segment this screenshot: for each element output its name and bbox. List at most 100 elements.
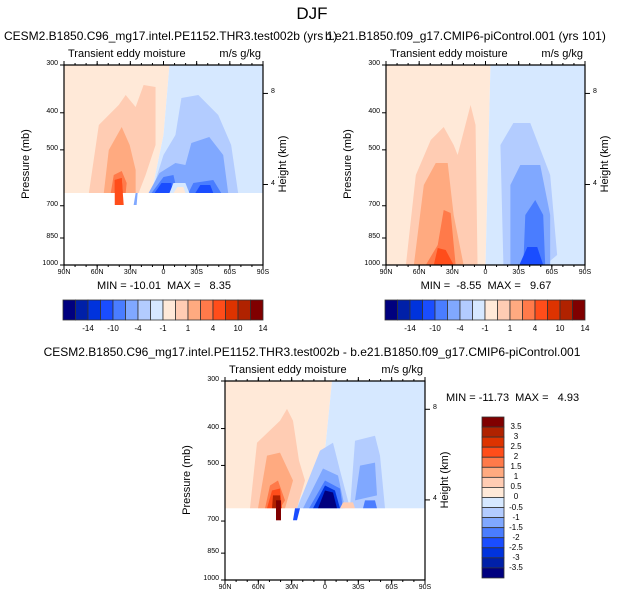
panel-1-title: CESM2.B1850.C96_mg17.intel.PE1152.THR3.t…	[4, 29, 338, 43]
min-max-stats: MIN = -11.73 MAX = 4.93	[446, 392, 580, 404]
height-axis-label: Height (km)	[439, 451, 451, 508]
y-tick-label: 400	[46, 107, 58, 115]
x-tick-label: 0	[161, 269, 166, 276]
contour-fill	[154, 183, 173, 193]
x-tick-label: 90N	[379, 269, 393, 276]
x-tick-label: 30N	[445, 269, 459, 276]
colorbar-box	[481, 547, 505, 559]
y-tick-label: 700	[46, 200, 58, 208]
contour-fill	[114, 178, 124, 205]
colorbar-box	[481, 557, 505, 569]
y-tick-label: 300	[207, 376, 219, 383]
x-tick-label: 90N	[218, 584, 232, 591]
colorbar-label: -1.5	[509, 522, 523, 532]
colorbar-label: 0.5	[510, 482, 522, 492]
y-tick-label: 300	[368, 60, 380, 67]
colorbar-box	[200, 299, 214, 321]
x-tick-label: 30N	[285, 584, 299, 591]
colorbar-label: 2	[513, 452, 519, 462]
contour-fill	[340, 502, 355, 509]
colorbar-box	[481, 446, 505, 458]
contour-fill	[293, 508, 300, 521]
x-tick-label: 60S	[385, 584, 398, 591]
colorbar-box	[187, 299, 201, 321]
colorbar-2	[384, 299, 586, 321]
colorbar-label: 3	[513, 432, 519, 442]
colorbar-label: 2.5	[510, 442, 522, 452]
colorbar-label: -4	[134, 324, 142, 333]
x-tick-label: 30S	[190, 269, 203, 276]
colorbar-box	[481, 567, 505, 579]
colorbar-box	[481, 537, 505, 549]
height-axis-label: Height (km)	[277, 135, 289, 193]
colorbar-box	[162, 299, 176, 321]
colorbar-box	[572, 299, 586, 321]
y-tick-label: 500	[46, 144, 58, 152]
colorbar-box	[481, 426, 505, 438]
colorbar-box	[481, 436, 505, 448]
y-tick-label: 400	[207, 423, 219, 431]
left-string: Transient eddy moisture	[229, 364, 347, 376]
x-tick-label: 0	[323, 584, 327, 591]
colorbar-label: 14	[580, 324, 590, 333]
colorbar-label: 10	[555, 324, 565, 333]
contour-fill	[433, 248, 454, 265]
contour-fill	[519, 247, 544, 265]
colorbar-label: 1	[507, 324, 513, 333]
colorbar-box	[237, 299, 251, 321]
colorbar-box	[175, 299, 189, 321]
colorbar-box	[481, 527, 505, 539]
x-tick-label: 90S	[418, 584, 432, 591]
y-tick-label: 850	[368, 233, 380, 240]
y-tick-label: 1000	[42, 260, 58, 267]
colorbar-box	[75, 299, 89, 321]
colorbar-label: -3.5	[509, 562, 523, 572]
x-tick-label: 60S	[223, 269, 237, 276]
y-right-tick-label: 4	[593, 179, 597, 187]
y-tick-label: 300	[46, 60, 58, 67]
colorbar-box	[481, 517, 505, 529]
colorbar-label: -1	[512, 512, 520, 522]
colorbar-box	[534, 299, 548, 321]
colorbar-box	[547, 299, 561, 321]
colorbar-box	[422, 299, 436, 321]
colorbar-box	[397, 299, 411, 321]
y-right-tick-label: 4	[271, 179, 275, 187]
colorbar-label: -0.5	[509, 502, 523, 512]
colorbar-box	[481, 487, 505, 498]
x-tick-label: 0	[483, 269, 488, 276]
colorbar-label: -10	[429, 324, 441, 333]
colorbar-box	[250, 299, 264, 321]
topography-mask	[225, 508, 425, 580]
colorbar-box	[522, 299, 536, 321]
y-tick-label: 1000	[203, 575, 219, 582]
colorbar-box	[62, 299, 76, 321]
colorbar-label: -1	[481, 324, 489, 333]
colorbar-box	[447, 299, 461, 321]
colorbar-box	[481, 466, 505, 478]
colorbar-label: -4	[456, 324, 464, 333]
colorbar-label: -1	[159, 324, 167, 333]
colorbar-box	[409, 299, 423, 321]
contour-fill	[425, 210, 456, 265]
x-tick-label: 60N	[90, 269, 104, 276]
contour-fill	[173, 187, 186, 193]
colorbar-box	[137, 299, 151, 321]
y-tick-label: 700	[207, 516, 219, 524]
colorbar-label: -2.5	[509, 542, 523, 552]
x-tick-label: 30S	[352, 584, 365, 591]
colorbar-box	[125, 299, 139, 321]
y-tick-label: 400	[368, 107, 380, 115]
contour-fill	[195, 185, 214, 193]
contour-fill	[258, 452, 293, 509]
min-max-stats: MIN = -8.55 MAX = 9.67	[420, 280, 552, 292]
colorbar-box	[484, 299, 498, 321]
panel-3-title: CESM2.B1850.C96_mg17.intel.PE1152.THR3.t…	[43, 345, 581, 359]
topography-mask	[64, 193, 263, 265]
colorbar-3	[481, 416, 505, 579]
colorbar-label: -3	[512, 552, 520, 562]
pressure-axis-label: Pressure (mb)	[342, 129, 354, 199]
colorbar-box	[434, 299, 448, 321]
y-tick-label: 500	[207, 460, 219, 468]
